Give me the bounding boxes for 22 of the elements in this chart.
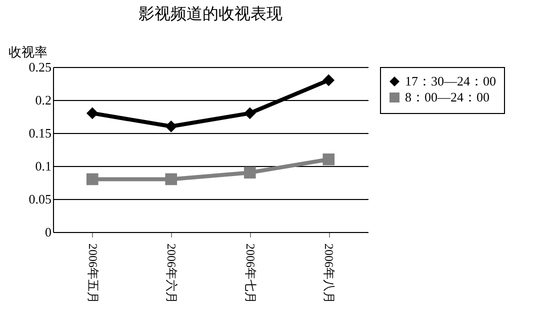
y-tick-label: 0.25 [28,60,52,74]
point [165,173,178,186]
x-tick-label: 2006年七月 [243,244,258,304]
point [86,107,98,120]
y-axis-title: 收视率 [8,44,48,60]
x-tick-label: 2006年八月 [322,244,336,304]
point [244,107,256,120]
point [244,166,256,179]
point [86,173,98,186]
legend-label: 17：30—24：00 [405,74,496,88]
legend-label: 8：00—24：00 [405,90,490,104]
y-tick-label: 0.1 [35,158,52,174]
point [322,153,335,166]
chart-title: 影视频道的收视表现 [138,5,282,23]
y-tick-label: 0 [45,224,52,240]
y-tick-label: 0.2 [35,92,52,108]
x-tick-label: 2006年六月 [164,244,179,304]
point [322,74,335,86]
x-tick-label: 2006年五月 [86,244,100,304]
y-tick-label: 0.15 [28,126,52,140]
y-tick-label: 0.05 [28,192,52,206]
point [165,120,178,132]
